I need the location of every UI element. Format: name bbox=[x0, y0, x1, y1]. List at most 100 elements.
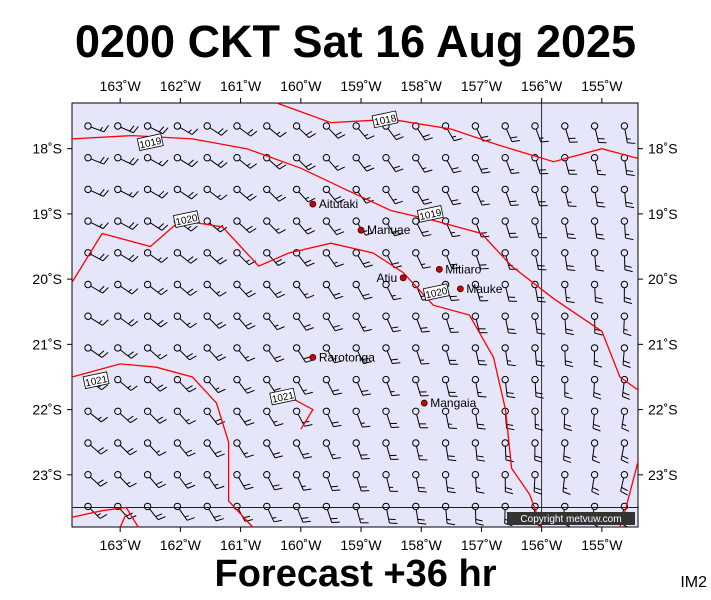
barb-feather bbox=[597, 205, 606, 208]
wind-barb bbox=[441, 154, 462, 174]
wind-barb bbox=[322, 375, 342, 396]
wind-barb bbox=[501, 312, 517, 334]
barb-shaft bbox=[475, 414, 479, 429]
barb-station bbox=[263, 312, 271, 320]
wind-barb bbox=[382, 217, 403, 237]
wind-barb bbox=[531, 122, 549, 143]
barb-station bbox=[501, 344, 509, 352]
barb-feather bbox=[245, 259, 250, 263]
top-axis-label: 159˚W bbox=[340, 78, 382, 94]
barb-feather bbox=[218, 356, 226, 361]
barb-shaft bbox=[179, 158, 193, 168]
wind-barb bbox=[501, 439, 514, 463]
barb-station bbox=[620, 344, 629, 352]
barb-shaft bbox=[624, 129, 628, 143]
barb-shaft bbox=[506, 128, 513, 142]
barb-shaft bbox=[90, 190, 104, 197]
barb-feather bbox=[451, 135, 457, 138]
barb-feather bbox=[335, 131, 342, 136]
barb-station bbox=[233, 471, 241, 479]
barb-station bbox=[203, 154, 211, 162]
barb-feather bbox=[596, 201, 604, 204]
barb-station bbox=[263, 407, 271, 415]
barb-station bbox=[263, 185, 271, 194]
barb-station bbox=[292, 217, 301, 225]
barb-feather bbox=[191, 193, 198, 200]
barb-feather bbox=[129, 450, 138, 456]
wind-barb bbox=[531, 217, 548, 239]
barb-feather bbox=[274, 487, 283, 491]
barb-feather bbox=[276, 326, 285, 331]
barb-feather bbox=[274, 455, 283, 459]
barb-station bbox=[382, 312, 390, 320]
wind-barb bbox=[471, 375, 487, 398]
barb-feather bbox=[505, 455, 510, 458]
barb-station bbox=[441, 185, 450, 194]
barb-feather bbox=[592, 455, 597, 458]
barb-feather bbox=[245, 486, 254, 490]
barb-feather bbox=[304, 293, 309, 296]
wind-barb bbox=[114, 407, 138, 424]
barb-feather bbox=[452, 234, 461, 238]
barb-shaft bbox=[563, 446, 566, 460]
barb-feather bbox=[272, 516, 277, 519]
barb-shaft bbox=[238, 286, 249, 298]
barb-station bbox=[561, 280, 569, 289]
barb-station bbox=[203, 471, 211, 479]
barb-feather bbox=[393, 165, 401, 169]
barb-feather bbox=[303, 356, 311, 360]
wind-barb bbox=[322, 312, 343, 332]
barb-feather bbox=[244, 386, 252, 391]
barb-shaft bbox=[328, 191, 338, 203]
barb-feather bbox=[246, 225, 253, 231]
barb-station bbox=[382, 217, 390, 225]
barb-shaft bbox=[534, 382, 537, 397]
barb-feather bbox=[278, 229, 286, 234]
barb-station bbox=[620, 185, 629, 194]
barb-feather bbox=[129, 482, 137, 488]
barb-feather bbox=[563, 455, 571, 459]
barb-shaft bbox=[357, 382, 364, 396]
barb-feather bbox=[244, 355, 249, 359]
barb-feather bbox=[99, 513, 108, 519]
barb-station bbox=[531, 407, 539, 415]
barb-feather bbox=[216, 290, 221, 294]
barb-feather bbox=[447, 491, 456, 494]
barb-feather bbox=[391, 326, 399, 329]
barb-station bbox=[620, 280, 629, 289]
barb-feather bbox=[302, 452, 310, 456]
barb-feather bbox=[100, 449, 108, 455]
barb-feather bbox=[304, 227, 312, 232]
wind-barb bbox=[501, 122, 520, 143]
wind-barb bbox=[382, 185, 403, 205]
barb-station bbox=[441, 249, 450, 257]
barb-feather bbox=[395, 136, 404, 141]
barb-station bbox=[84, 280, 92, 289]
barb-feather bbox=[511, 139, 520, 143]
barb-feather bbox=[220, 162, 228, 168]
barb-feather bbox=[362, 393, 371, 396]
barb-shaft bbox=[387, 128, 397, 140]
wind-barb bbox=[263, 154, 287, 170]
barb-shaft bbox=[593, 382, 595, 397]
wind-barb bbox=[441, 312, 459, 333]
barb-feather bbox=[98, 320, 103, 324]
barb-station bbox=[501, 502, 509, 511]
barb-shaft bbox=[505, 382, 508, 397]
barb-shaft bbox=[446, 223, 453, 237]
barb-shaft bbox=[297, 445, 305, 459]
barb-station bbox=[84, 439, 92, 447]
barb-station bbox=[590, 280, 599, 289]
wind-barb bbox=[173, 312, 197, 329]
forecast-label: Forecast +36 hr bbox=[214, 553, 497, 595]
barb-station bbox=[233, 154, 241, 162]
barb-station bbox=[114, 217, 122, 225]
barb-shaft bbox=[621, 382, 625, 397]
barb-shaft bbox=[267, 477, 275, 491]
barb-feather bbox=[131, 288, 139, 295]
barb-station bbox=[233, 344, 241, 352]
barb-feather bbox=[623, 328, 628, 331]
barb-feather bbox=[128, 192, 133, 196]
bottom-axis-label: 155˚W bbox=[581, 537, 623, 553]
barb-feather bbox=[185, 481, 192, 486]
